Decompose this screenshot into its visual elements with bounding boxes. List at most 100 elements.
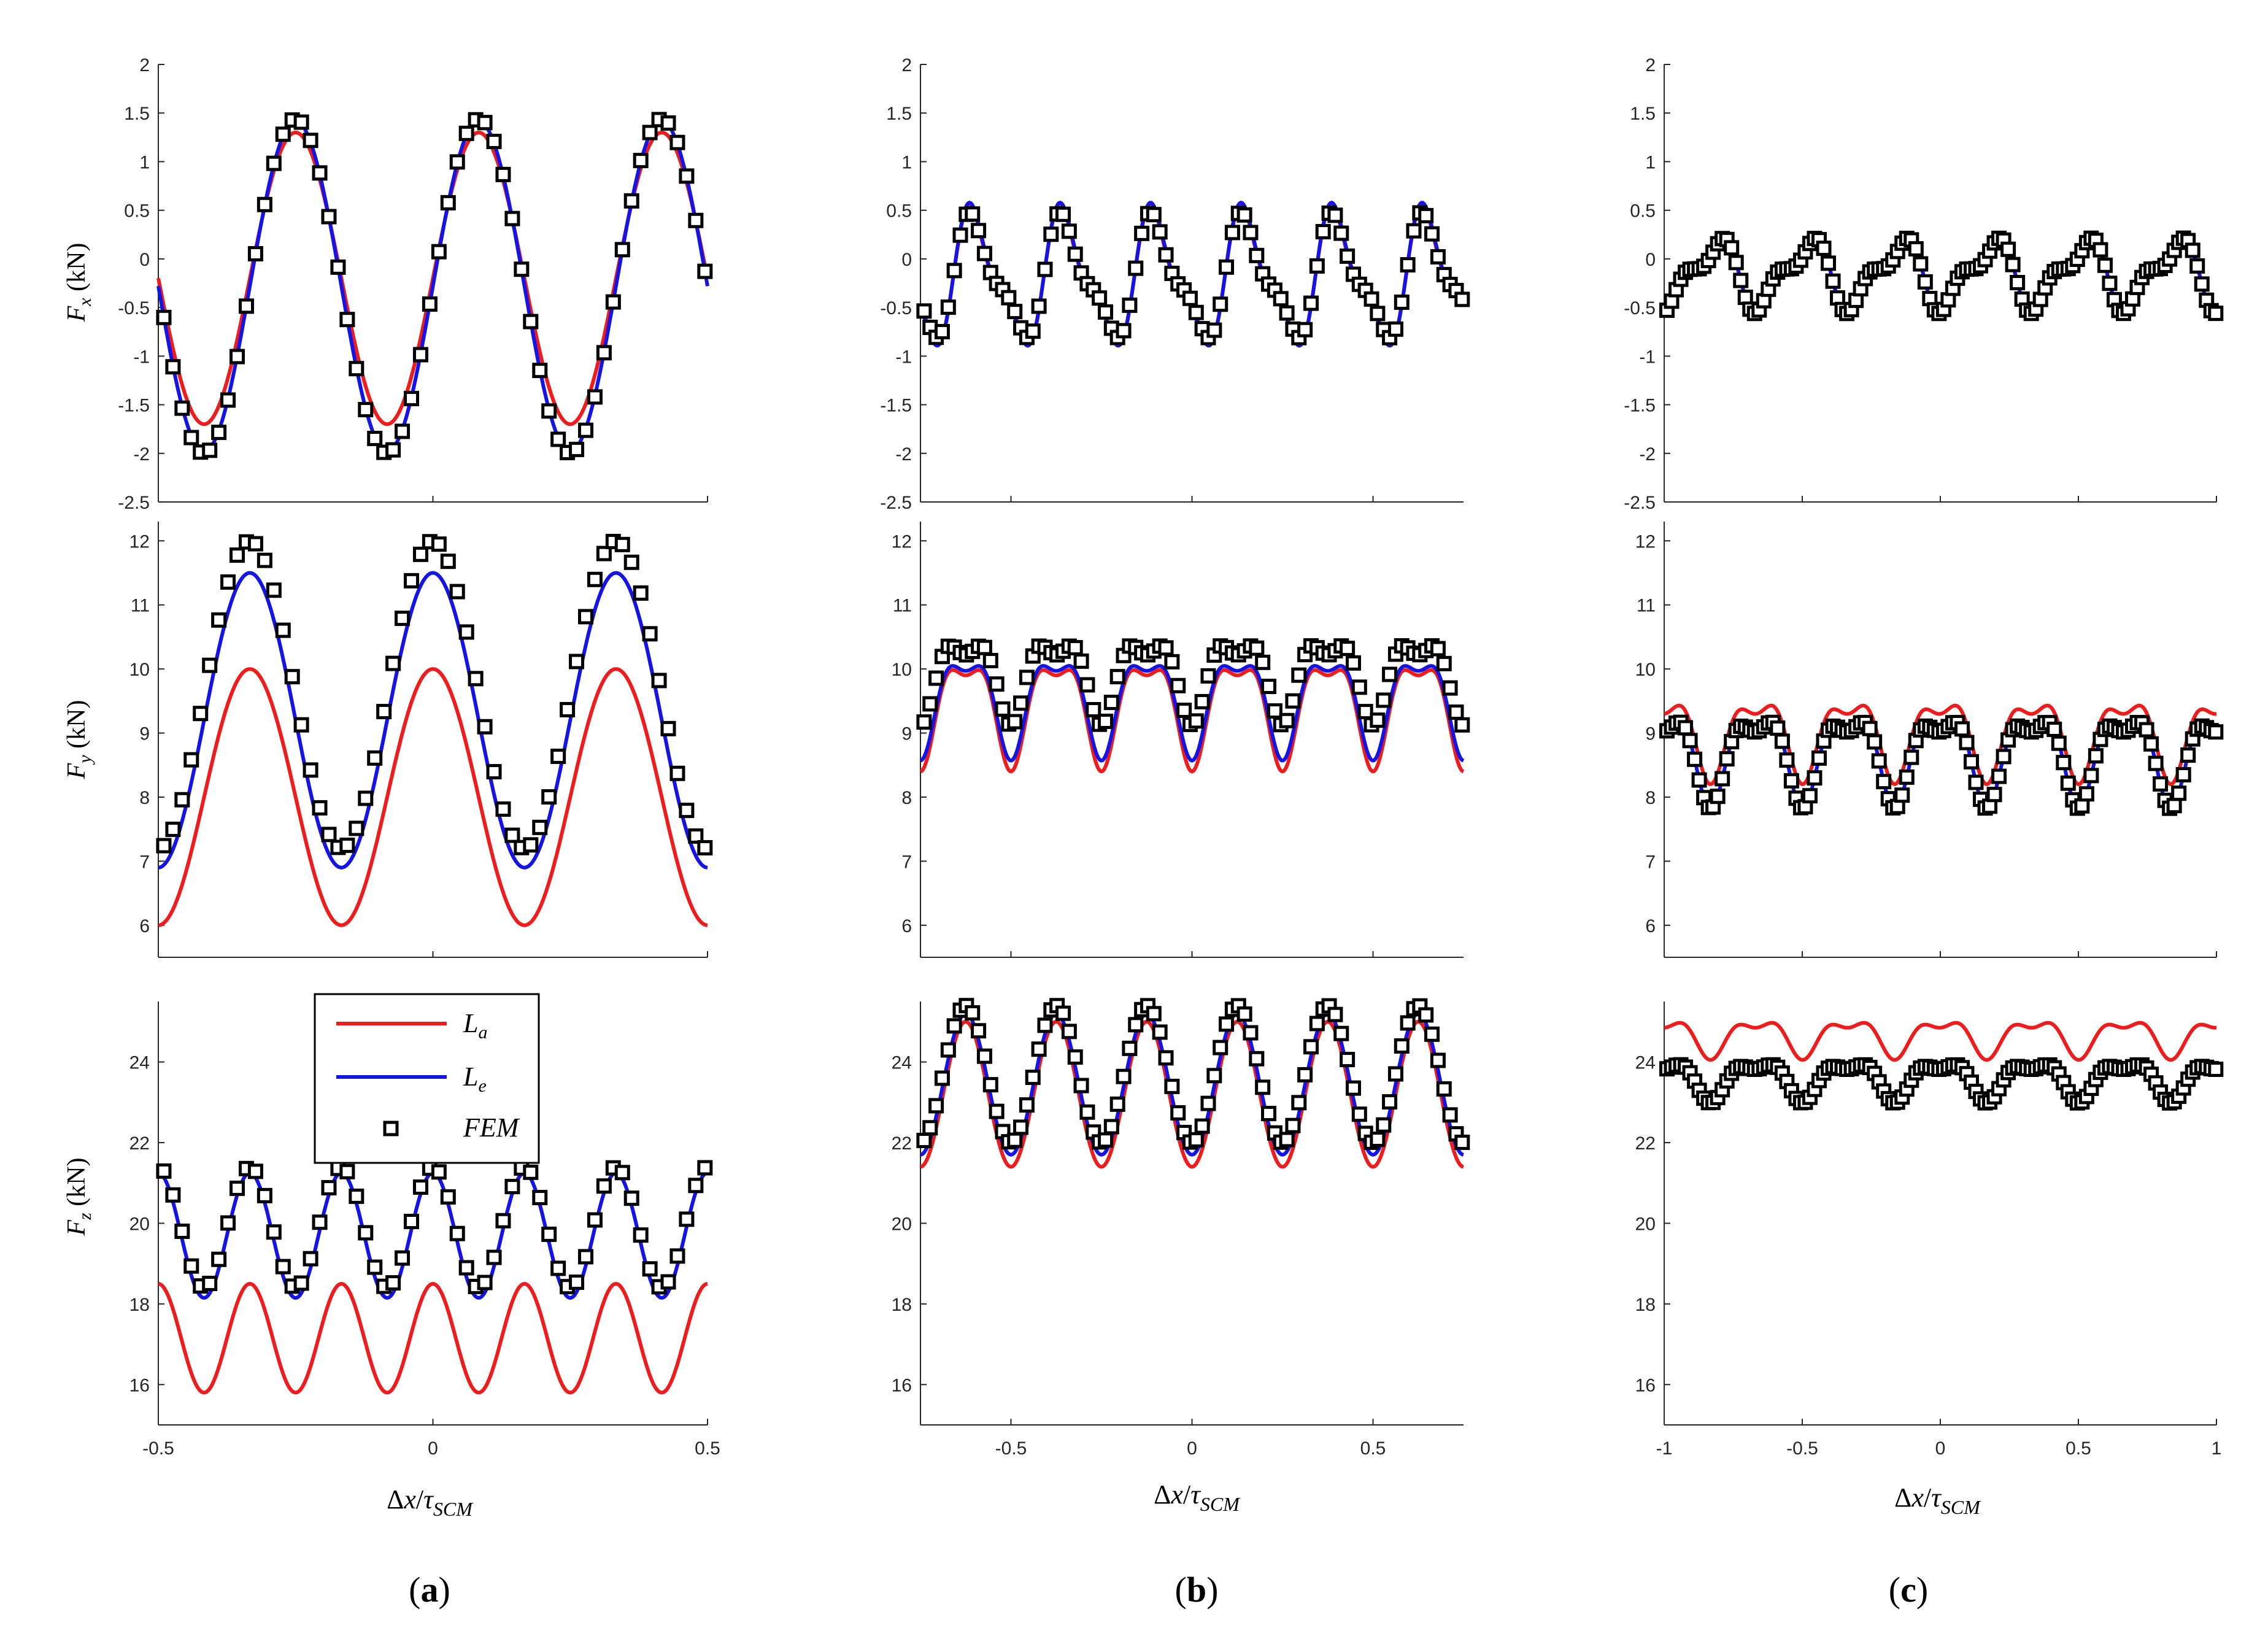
fem-point xyxy=(1097,713,1113,729)
y-tick-label: 6 xyxy=(139,916,150,936)
fem-point xyxy=(965,206,981,222)
fem-point xyxy=(2153,776,2169,792)
fem-point xyxy=(1079,1104,1095,1120)
fem-point xyxy=(358,790,374,806)
fem-point xyxy=(220,392,236,408)
fem-point xyxy=(1364,291,1379,307)
fem-point xyxy=(1340,1052,1356,1068)
fem-point xyxy=(376,704,392,720)
fem-point xyxy=(1345,1080,1361,1096)
fem-point xyxy=(971,223,987,239)
fem-point xyxy=(1876,774,1892,790)
fem-point xyxy=(1206,1068,1222,1084)
fem-point xyxy=(1370,1132,1386,1148)
fem-point xyxy=(183,430,199,446)
fem-point xyxy=(1249,247,1265,263)
fem-point xyxy=(1340,641,1356,657)
fem-point xyxy=(156,1163,172,1179)
fem-point xyxy=(211,612,227,628)
fem-point xyxy=(577,609,593,625)
fem-point xyxy=(1418,207,1434,223)
series-La-line xyxy=(919,668,1465,774)
fem-point xyxy=(1067,1049,1083,1065)
fem-point xyxy=(1031,1041,1047,1057)
fem-point xyxy=(367,750,383,766)
fem-point xyxy=(2074,798,2090,814)
y-tick-label: 0 xyxy=(901,250,912,270)
fem-point xyxy=(449,584,465,600)
fem-point xyxy=(440,554,456,569)
y-tick-label: 7 xyxy=(901,852,912,872)
fem-point xyxy=(1733,272,1749,288)
fem-point xyxy=(1188,713,1204,729)
legend: La Le FEM xyxy=(314,993,540,1164)
fem-point xyxy=(1097,1132,1113,1148)
fem-point xyxy=(669,765,685,781)
fem-point xyxy=(1213,296,1228,312)
fem-point xyxy=(1122,297,1138,313)
fem-point xyxy=(1206,322,1222,338)
fem-point xyxy=(1285,693,1301,709)
fem-point xyxy=(1424,1026,1440,1042)
fem-point xyxy=(1430,641,1446,657)
fem-point xyxy=(1031,298,1047,314)
fem-point xyxy=(1128,260,1144,276)
fem-point xyxy=(312,1214,328,1230)
fem-point xyxy=(2083,768,2099,784)
fem-point xyxy=(1243,1025,1259,1041)
fem-point xyxy=(2185,242,2200,258)
caption-b: (b) xyxy=(1175,1570,1219,1610)
fem-point xyxy=(541,403,557,419)
fem-point xyxy=(679,168,695,184)
x-tick-label: 0 xyxy=(1935,1438,1946,1459)
fem-point xyxy=(275,126,291,142)
y-tick-label: 20 xyxy=(129,1214,150,1234)
series-La-line xyxy=(1664,1021,2216,1062)
fem-point xyxy=(1430,1052,1446,1068)
fem-point xyxy=(623,554,639,570)
series-Le-line xyxy=(156,118,709,453)
fem-point xyxy=(1255,1079,1271,1095)
y-tick-label: -0.5 xyxy=(118,298,150,318)
fem-point xyxy=(1249,640,1265,656)
fem-markers xyxy=(1659,714,2224,816)
y-tick-label: -0.5 xyxy=(1624,298,1656,318)
fem-point xyxy=(220,1215,236,1231)
fem-point xyxy=(928,670,944,686)
fem-point xyxy=(303,1251,318,1267)
fem-point xyxy=(1200,668,1216,684)
fem-point xyxy=(1351,679,1367,695)
fem-point xyxy=(385,442,401,458)
fem-point xyxy=(312,165,328,181)
fem-point xyxy=(1025,323,1041,339)
fem-point xyxy=(587,389,603,405)
fem-point xyxy=(1037,1017,1053,1033)
fem-point xyxy=(1370,712,1386,728)
fem-point xyxy=(2102,276,2118,291)
fem-point xyxy=(1996,749,2012,765)
fem-point xyxy=(1333,225,1349,241)
fem-point xyxy=(247,1163,263,1179)
fem-point xyxy=(431,536,447,552)
fem-point xyxy=(1779,752,1795,768)
fem-point xyxy=(165,821,181,837)
fem-point xyxy=(1894,787,1910,803)
fem-point xyxy=(1382,666,1398,682)
fem-point xyxy=(256,196,272,212)
fem-markers xyxy=(916,638,1470,733)
fem-point xyxy=(1394,294,1410,310)
fem-point xyxy=(1103,1119,1119,1135)
fem-point xyxy=(2056,755,2072,771)
y-tick-label: 18 xyxy=(1635,1295,1656,1315)
fem-point xyxy=(1376,692,1392,708)
fem-point xyxy=(1917,274,1933,290)
fem-point xyxy=(266,1224,282,1240)
fem-point xyxy=(504,1179,520,1195)
legend-fem-marker xyxy=(383,1121,399,1136)
fem-point xyxy=(367,430,383,446)
fem-point xyxy=(669,1248,685,1264)
fem-point xyxy=(238,298,254,314)
fem-point xyxy=(1357,704,1373,720)
fem-point xyxy=(1682,733,1698,749)
fem-point xyxy=(1691,772,1707,788)
